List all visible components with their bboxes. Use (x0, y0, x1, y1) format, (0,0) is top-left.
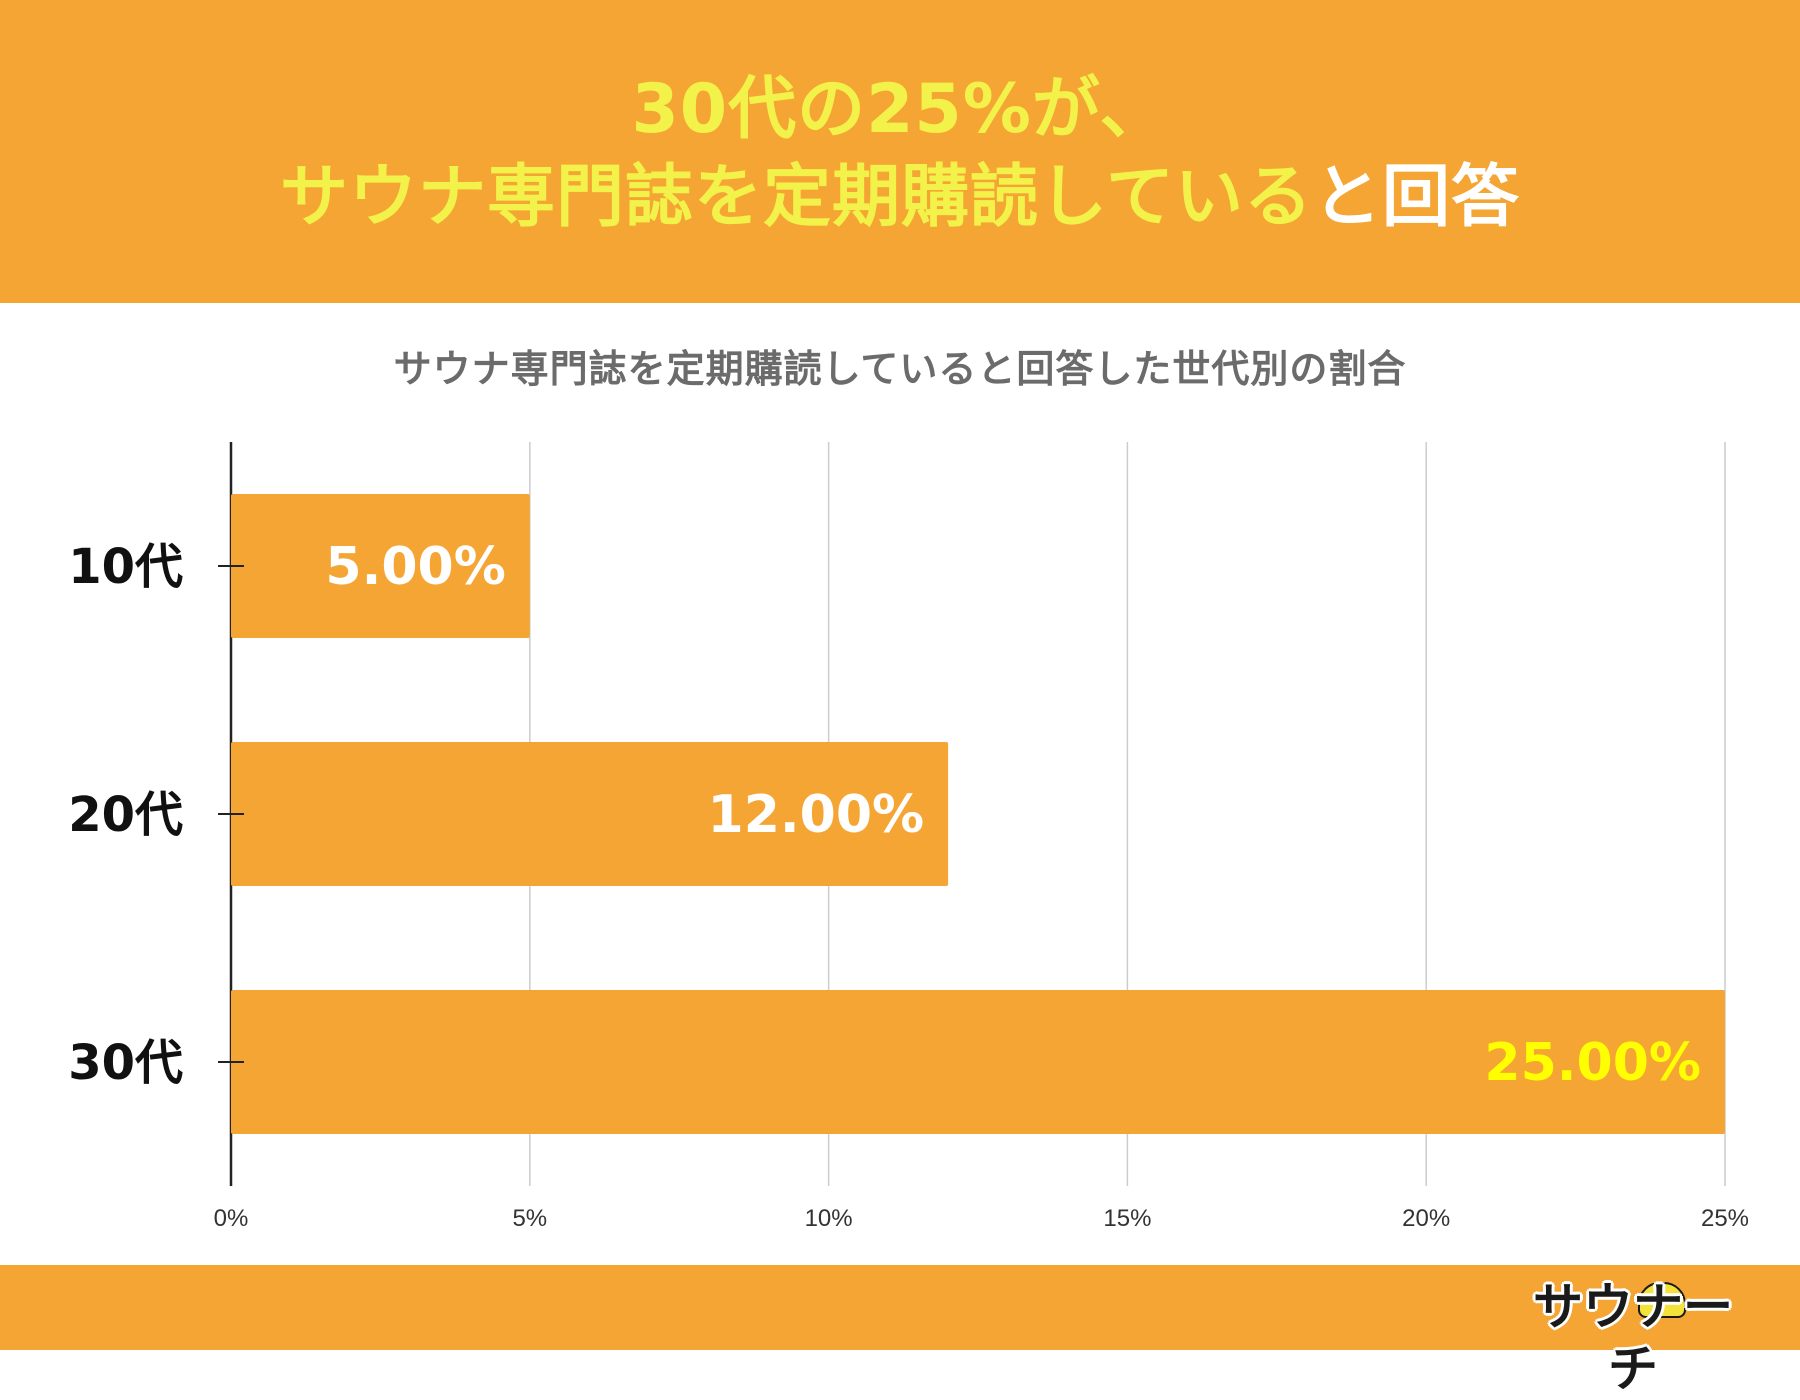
x-tick-label: 5% (512, 1205, 547, 1232)
y-category-label: 30代 (68, 1035, 183, 1091)
bar-value-label: 12.00% (708, 785, 925, 845)
headline-line-2-rest: と回答 (1312, 158, 1520, 237)
brand-logo: サウナーチ (1518, 1272, 1748, 1398)
headline-line-2: サウナ専門誌を定期購読していると回答 (0, 158, 1800, 238)
bar-value-label: 25.00% (1484, 1033, 1701, 1093)
headline-line-1: 30代の25%が、 (631, 70, 1169, 149)
footer-bar (0, 1265, 1800, 1350)
bar (231, 990, 1725, 1134)
bar-chart: 0% 5% 10% 15% 20% 25% 10代 5.00% 20代 12.00% 30代 25.0… (68, 442, 1749, 1232)
y-category-label: 10代 (68, 539, 183, 595)
bar (231, 742, 949, 886)
bar (231, 494, 530, 638)
chart-title: サウナ専門誌を定期購読していると回答した世代別の割合 (393, 347, 1407, 391)
header-banner: 30代の25%が、 サウナ専門誌を定期購読していると回答 (0, 0, 1800, 303)
x-tick-label: 15% (1103, 1205, 1151, 1232)
x-tick-label: 20% (1402, 1205, 1450, 1232)
bar-value-label: 5.00% (325, 537, 505, 597)
y-category-label: 20代 (68, 787, 183, 843)
x-tick-label: 0% (214, 1205, 249, 1232)
x-tick-label: 10% (805, 1205, 853, 1232)
headline-line-2-highlight: サウナ専門誌を定期購読している (280, 158, 1313, 237)
sauna-hat-mascot-icon (1638, 1282, 1686, 1318)
brand-logo-text: サウナーチ (1533, 1278, 1733, 1398)
x-tick-label: 25% (1701, 1205, 1749, 1232)
